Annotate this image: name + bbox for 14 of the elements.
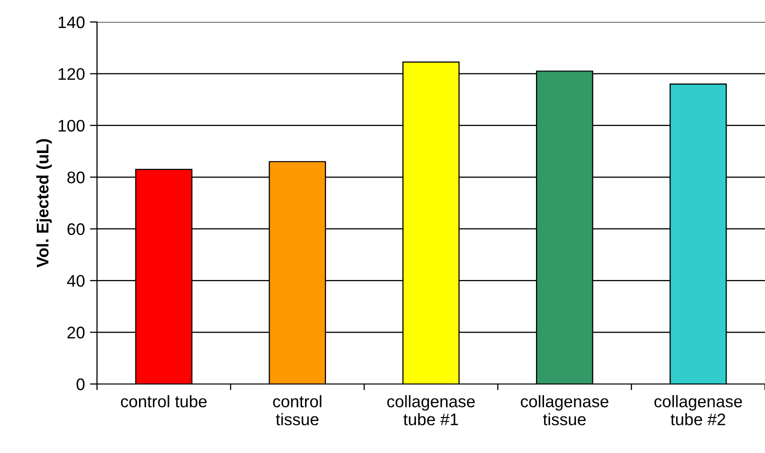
y-tick-label: 100 <box>58 120 85 132</box>
x-tick-label: collagenase tube #2 <box>654 395 742 426</box>
x-tick-label: control tissue <box>273 395 322 426</box>
y-tick-label: 0 <box>76 378 85 390</box>
y-tick-label: 60 <box>68 223 85 236</box>
x-tick-label: collagenase tissue <box>520 395 608 426</box>
y-axis-title: Vol. Ejected (uL) <box>36 139 52 268</box>
y-tick-label: 80 <box>67 172 85 184</box>
y-tick-label: 20 <box>67 326 85 338</box>
x-tick-label: control tube <box>120 395 207 408</box>
x-tick-label: collagenase tube #1 <box>387 395 475 426</box>
y-tick-label: 40 <box>67 274 85 287</box>
y-tick-label: 120 <box>58 68 85 80</box>
y-tick-label: 140 <box>58 16 85 28</box>
